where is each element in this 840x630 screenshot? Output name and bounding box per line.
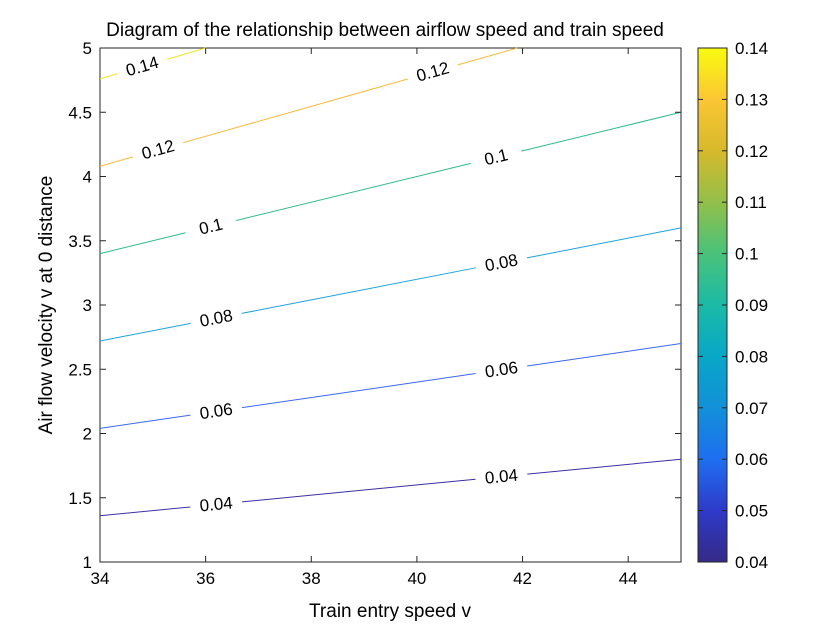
contour-label: 0.06 [198,400,233,424]
contour-line-0.04 [99,506,191,517]
y-tick-label: 3.5 [68,232,92,251]
y-tick-label: 2 [83,425,92,444]
contour-line-0.06 [527,343,682,367]
contour-line-0.06 [241,373,476,409]
x-axis-label: Train entry speed v [309,601,471,622]
colorbar-tick-label: 0.07 [735,399,768,418]
colorbar-tick-label: 0.14 [735,39,768,58]
y-tick-label: 1.5 [68,489,92,508]
contour-line-0.04 [242,478,476,503]
x-tick-label: 38 [302,569,321,588]
colorbar-tick-label: 0.05 [735,502,768,521]
chart-title: Diagram of the relationship between airf… [106,20,664,41]
y-tick-label: 3 [83,296,92,315]
colorbar-tick-label: 0.06 [735,450,768,469]
y-axis-label: Air flow velocity v at 0 distance [36,176,57,435]
colorbar-tick-label: 0.12 [735,142,768,161]
contour-line-0.14 [99,73,118,80]
contour-lines: 0.040.040.060.060.080.080.10.10.120.120.… [99,47,682,517]
plot-area [99,47,682,563]
y-tick-label: 4.5 [68,103,92,122]
contour-label: 0.04 [199,493,234,515]
contour-line-0.04 [527,458,682,475]
contour-line-0.06 [99,414,191,429]
contour-line-0.12 [182,78,408,144]
contour-line-0.1 [236,162,471,221]
y-tick-label: 2.5 [68,360,92,379]
colorbar-tick-label: 0.04 [735,553,768,572]
colorbar-tick-label: 0.09 [735,296,768,315]
colorbar-tick-label: 0.11 [735,193,767,212]
contour-line-0.08 [526,227,682,259]
contour-line-0.1 [521,111,682,152]
x-tick-label: 36 [196,569,215,588]
x-axis-ticks: 34 36 38 40 42 44 [91,48,638,588]
contour-label: 0.06 [484,358,519,382]
x-tick-label: 40 [407,569,426,588]
contour-label: 0.04 [484,466,519,488]
y-tick-label: 5 [83,39,92,58]
contour-line-0.12 [457,47,518,66]
x-tick-label: 42 [513,569,532,588]
x-tick-label: 44 [619,569,638,588]
y-tick-label: 4 [83,168,92,187]
contour-line-0.1 [99,232,186,255]
colorbar-ticks: 0.04 0.05 0.06 0.07 0.08 0.09 0.1 0.11 0.12 0.13 0… [698,39,768,572]
colorbar-tick-label: 0.1 [735,245,759,264]
x-tick-label: 34 [91,569,110,588]
y-axis-ticks: 1 1.5 2 2.5 3 3.5 4 4.5 5 [68,39,681,572]
colorbar-tick-label: 0.13 [735,90,768,109]
contour-line-0.08 [241,267,476,314]
y-tick-label: 1 [83,553,92,572]
colorbar-tick-label: 0.08 [735,347,768,366]
contour-line-0.14 [167,47,206,60]
contour-line-0.08 [99,322,191,342]
contour-line-0.12 [99,156,134,167]
